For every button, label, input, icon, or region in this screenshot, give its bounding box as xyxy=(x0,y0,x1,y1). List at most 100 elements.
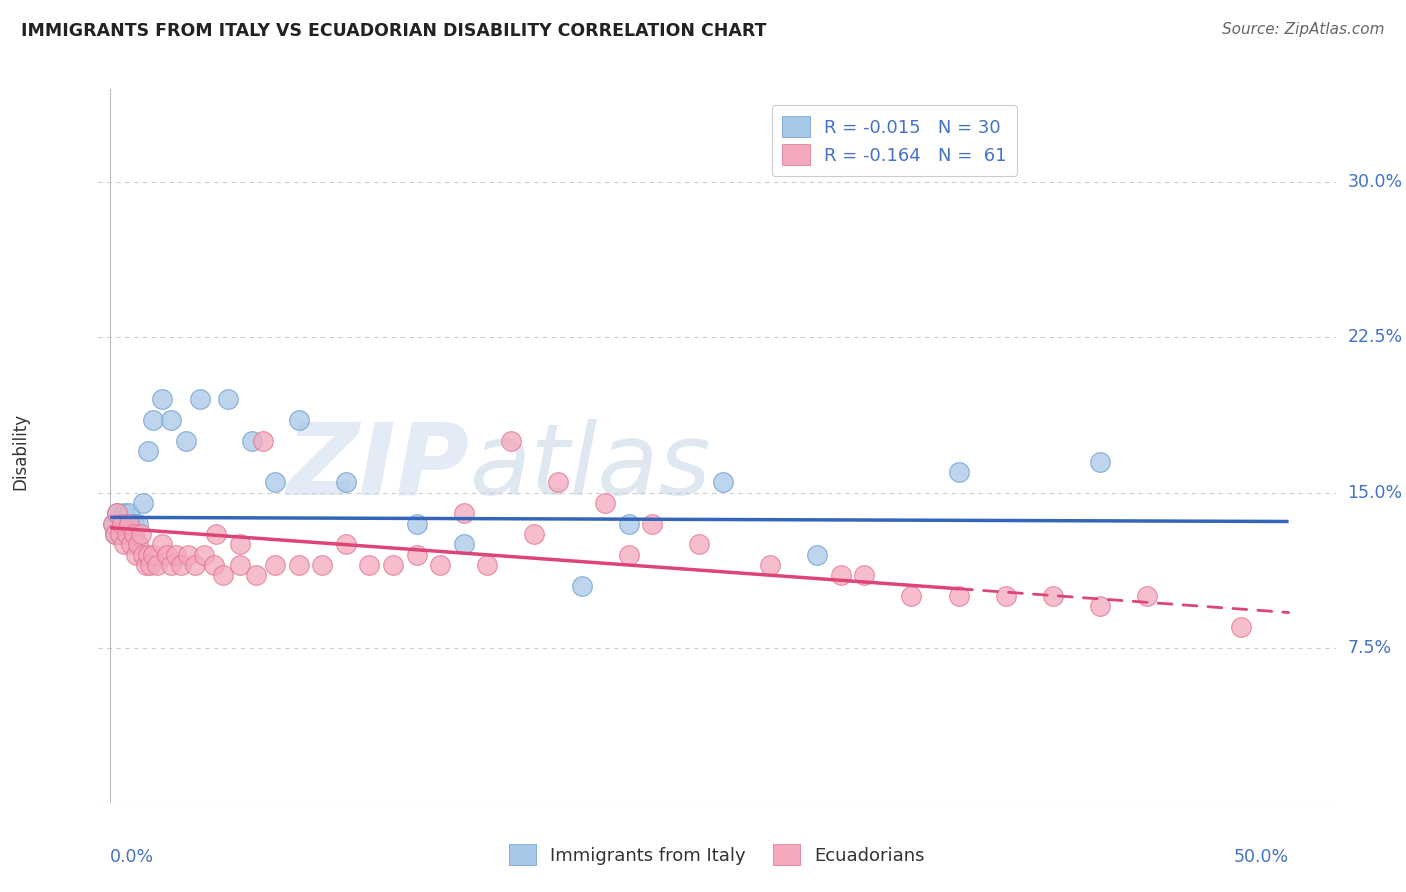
Point xyxy=(1042,589,1064,603)
Point xyxy=(104,527,127,541)
Point xyxy=(688,537,710,551)
Point xyxy=(477,558,499,572)
Point xyxy=(127,537,149,551)
Point xyxy=(948,465,970,479)
Point xyxy=(711,475,734,490)
Point xyxy=(132,548,155,562)
Point xyxy=(759,558,782,572)
Point xyxy=(948,589,970,603)
Point xyxy=(405,516,427,531)
Point xyxy=(335,475,357,490)
Point xyxy=(287,413,309,427)
Point xyxy=(115,516,138,531)
Text: Disability: Disability xyxy=(11,413,30,490)
Point xyxy=(108,527,131,541)
Point xyxy=(1136,589,1159,603)
Text: 15.0%: 15.0% xyxy=(1347,483,1403,501)
Point xyxy=(229,537,252,551)
Point xyxy=(405,548,427,562)
Point xyxy=(125,548,148,562)
Point xyxy=(617,516,640,531)
Point xyxy=(115,527,138,541)
Point xyxy=(240,434,263,448)
Point xyxy=(229,558,252,572)
Point xyxy=(101,516,124,531)
Point xyxy=(547,475,569,490)
Point xyxy=(202,558,225,572)
Point xyxy=(112,537,135,551)
Point xyxy=(1088,599,1111,614)
Text: Source: ZipAtlas.com: Source: ZipAtlas.com xyxy=(1222,22,1385,37)
Point xyxy=(105,506,128,520)
Point xyxy=(617,548,640,562)
Text: 30.0%: 30.0% xyxy=(1347,173,1403,191)
Point xyxy=(132,496,155,510)
Point xyxy=(205,527,228,541)
Text: 22.5%: 22.5% xyxy=(1347,328,1403,346)
Point xyxy=(429,558,451,572)
Point xyxy=(160,558,183,572)
Point xyxy=(142,548,165,562)
Point xyxy=(359,558,381,572)
Point xyxy=(165,548,187,562)
Point xyxy=(129,527,152,541)
Point xyxy=(136,444,159,458)
Point xyxy=(105,506,128,520)
Point xyxy=(1230,620,1253,634)
Point xyxy=(118,506,141,520)
Point xyxy=(212,568,235,582)
Point xyxy=(184,558,207,572)
Point xyxy=(994,589,1017,603)
Point xyxy=(830,568,852,582)
Text: 0.0%: 0.0% xyxy=(110,848,155,866)
Point xyxy=(111,516,134,531)
Point xyxy=(217,392,239,407)
Point xyxy=(900,589,922,603)
Point xyxy=(127,516,149,531)
Point xyxy=(139,558,162,572)
Point xyxy=(806,548,828,562)
Text: atlas: atlas xyxy=(470,419,711,516)
Point xyxy=(104,527,127,541)
Point xyxy=(453,506,475,520)
Point xyxy=(264,475,287,490)
Point xyxy=(245,568,267,582)
Text: IMMIGRANTS FROM ITALY VS ECUADORIAN DISABILITY CORRELATION CHART: IMMIGRANTS FROM ITALY VS ECUADORIAN DISA… xyxy=(21,22,766,40)
Point xyxy=(382,558,405,572)
Text: 7.5%: 7.5% xyxy=(1347,639,1392,657)
Point xyxy=(177,548,200,562)
Point xyxy=(135,558,157,572)
Point xyxy=(311,558,333,572)
Point xyxy=(571,579,593,593)
Point xyxy=(150,537,173,551)
Point xyxy=(252,434,274,448)
Point xyxy=(142,413,165,427)
Point xyxy=(101,516,124,531)
Point xyxy=(499,434,522,448)
Point xyxy=(122,516,145,531)
Point xyxy=(108,527,131,541)
Point xyxy=(523,527,546,541)
Point xyxy=(174,434,197,448)
Point xyxy=(111,516,134,531)
Legend: Immigrants from Italy, Ecuadorians: Immigrants from Italy, Ecuadorians xyxy=(502,837,932,872)
Point xyxy=(335,537,357,551)
Point xyxy=(160,413,183,427)
Point xyxy=(156,548,179,562)
Point xyxy=(1088,454,1111,468)
Point xyxy=(193,548,215,562)
Text: 50.0%: 50.0% xyxy=(1233,848,1288,866)
Point xyxy=(112,506,135,520)
Point xyxy=(170,558,193,572)
Point xyxy=(287,558,309,572)
Point xyxy=(593,496,616,510)
Point xyxy=(264,558,287,572)
Point xyxy=(853,568,876,582)
Point xyxy=(120,537,142,551)
Point xyxy=(188,392,211,407)
Point xyxy=(122,527,145,541)
Point xyxy=(136,548,159,562)
Point xyxy=(150,392,173,407)
Text: ZIP: ZIP xyxy=(287,419,470,516)
Point xyxy=(146,558,169,572)
